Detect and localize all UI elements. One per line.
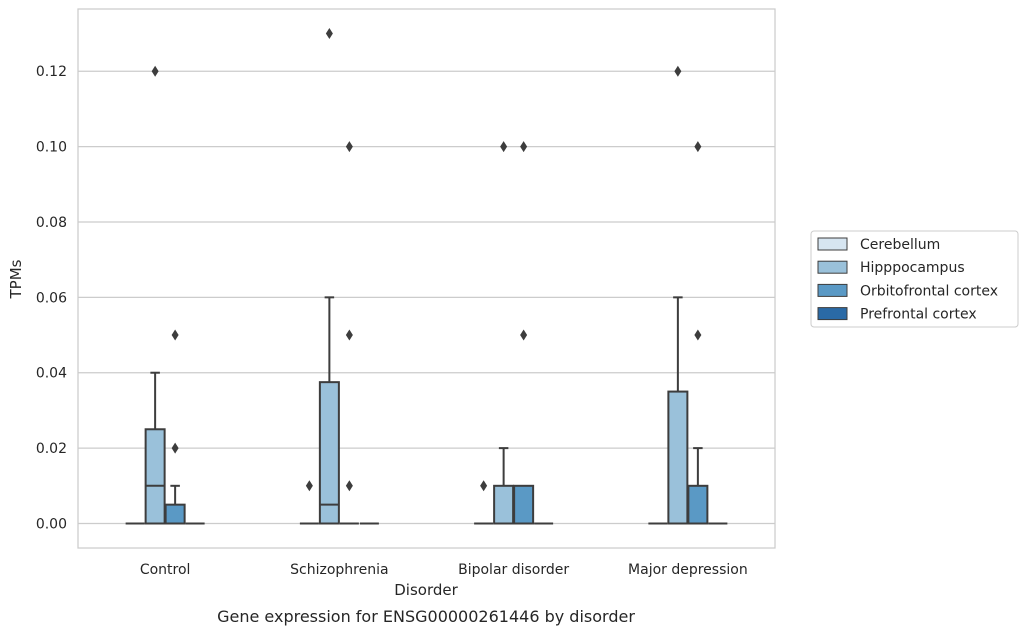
- legend-frame: [810, 230, 1019, 328]
- box-group: [318, 28, 340, 525]
- box-group: [474, 480, 494, 525]
- outlier-point: [520, 329, 528, 341]
- box-group: [687, 141, 709, 525]
- box-rect: [164, 503, 186, 525]
- y-tick-label: 0.00: [36, 517, 67, 533]
- legend: Cerebellum Hipppocampus Orbitofrontal cort…: [810, 230, 1019, 328]
- y-tick-label: 0.08: [36, 215, 67, 231]
- y-tick-label: 0.10: [36, 140, 67, 156]
- x-tick-label: Major depression: [628, 562, 748, 578]
- outlier-point: [480, 480, 488, 492]
- x-axis-label: Disorder: [394, 581, 458, 599]
- y-tick-label: 0.12: [36, 64, 67, 80]
- outlier-point: [151, 65, 159, 77]
- x-tick-label: Control: [140, 562, 191, 578]
- outlier-point: [674, 65, 682, 77]
- box-group: [144, 65, 166, 525]
- box-group: [299, 480, 319, 525]
- outlier-point: [694, 141, 702, 153]
- box-rect: [493, 484, 515, 525]
- x-tick-labels: Control Schizophrenia Bipolar disorder Majo…: [140, 562, 748, 578]
- grid-layer: [78, 70, 775, 525]
- y-tick-label: 0.02: [36, 441, 67, 457]
- y-tick-label: 0.06: [36, 290, 67, 306]
- legend-label: Cerebellum: [860, 237, 940, 253]
- box-rect: [318, 381, 340, 525]
- outlier-point: [345, 480, 353, 492]
- legend-swatch: [817, 307, 848, 321]
- legend-label: Hipppocampus: [860, 260, 965, 276]
- box-rect: [513, 484, 535, 525]
- x-tick-label: Bipolar disorder: [458, 562, 569, 578]
- legend-swatch: [817, 283, 848, 297]
- outlier-point: [520, 141, 528, 153]
- legend-label: Prefrontal cortex: [860, 307, 977, 323]
- legend-swatch: [817, 260, 848, 274]
- outlier-point: [325, 28, 333, 39]
- legend-label: Orbitofrontal cortex: [860, 283, 998, 299]
- outlier-point: [694, 329, 702, 341]
- outlier-point: [345, 329, 353, 341]
- outlier-point: [171, 329, 179, 341]
- box-group: [493, 141, 515, 525]
- y-tick-labels: 0.00 0.02 0.04 0.06 0.08 0.10 0.12: [36, 64, 67, 532]
- box-group: [513, 141, 535, 525]
- box-layer: [125, 28, 728, 525]
- box-group: [339, 141, 359, 525]
- outlier-point: [171, 442, 179, 454]
- box-rect: [687, 484, 709, 525]
- outlier-point: [345, 141, 353, 153]
- box-rect: [667, 390, 689, 525]
- outlier-point: [500, 141, 508, 153]
- legend-swatch: [817, 237, 848, 251]
- chart-caption: Gene expression for ENSG00000261446 by d…: [217, 607, 635, 626]
- box-group: [667, 65, 689, 525]
- plot-frame: [77, 8, 776, 549]
- outlier-point: [305, 480, 313, 492]
- box-rect: [144, 428, 166, 525]
- y-tick-label: 0.04: [36, 366, 67, 382]
- y-axis-label: TPMs: [7, 259, 25, 299]
- x-tick-label: Schizophrenia: [290, 562, 388, 578]
- box-group: [164, 329, 186, 525]
